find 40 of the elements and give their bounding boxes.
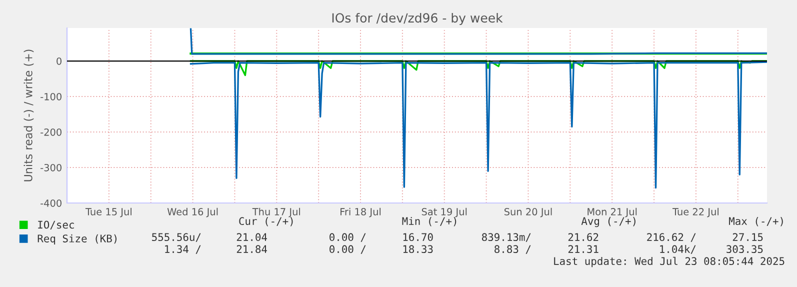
text: 21.62: [568, 233, 598, 242]
y-tick-label: -100: [40, 92, 62, 100]
text: 0.00 /: [330, 233, 366, 242]
x-tick-label: Tue 22 Jul: [672, 208, 718, 218]
x-tick-label: Mon 21 Jul: [588, 208, 637, 218]
text: 1.34 /: [165, 245, 201, 254]
x-tick-label: Tue 15 Jul: [85, 208, 132, 218]
text: 27.15: [732, 233, 763, 242]
legend-label: Req Size (KB): [38, 234, 116, 244]
text: 21.84: [236, 245, 268, 254]
x-tick-label: Sun 20 Jul: [504, 208, 552, 218]
x-tick-label: Fri 18 Jul: [340, 208, 381, 218]
text: 18.33: [403, 245, 433, 254]
x-tick-label: Wed 16 Jul: [167, 208, 218, 218]
text: Avg (-/+): [581, 216, 636, 228]
text: 16.70: [403, 233, 433, 242]
text: Max (-/+): [729, 217, 783, 226]
y-tick-label: -300: [40, 164, 62, 172]
line-series: [190, 61, 767, 189]
legend-label: IO/sec: [38, 220, 74, 230]
chart-title: IOs for /dev/zd96 - by week: [332, 12, 503, 26]
text: 8.83 /: [494, 245, 531, 254]
text: 303.35: [726, 245, 763, 254]
y-tick-label: -400: [40, 199, 62, 207]
text: Min (-/+): [402, 216, 456, 226]
text: Cur (-/+): [239, 217, 293, 226]
line-series: [190, 60, 767, 76]
text: Last update: Wed Jul 23 08:05:44 2025: [554, 256, 784, 268]
x-tick-label: Sat 19 Jul: [422, 208, 467, 218]
text: 21.04: [236, 233, 268, 242]
y-axis-title: Units read (-) / write (+): [24, 50, 34, 182]
text: 21.31: [568, 245, 598, 254]
x-tick-label: Thu 17 Jul: [252, 208, 300, 218]
text: 1.04k/: [660, 244, 696, 254]
text: 0.00 /: [330, 245, 366, 254]
text: 555.56u/: [152, 233, 201, 242]
y-tick-label: 0: [56, 57, 62, 65]
text: 839.13m/: [482, 233, 531, 242]
text: 216.62 /: [647, 233, 696, 242]
y-tick-label: -200: [40, 128, 62, 136]
